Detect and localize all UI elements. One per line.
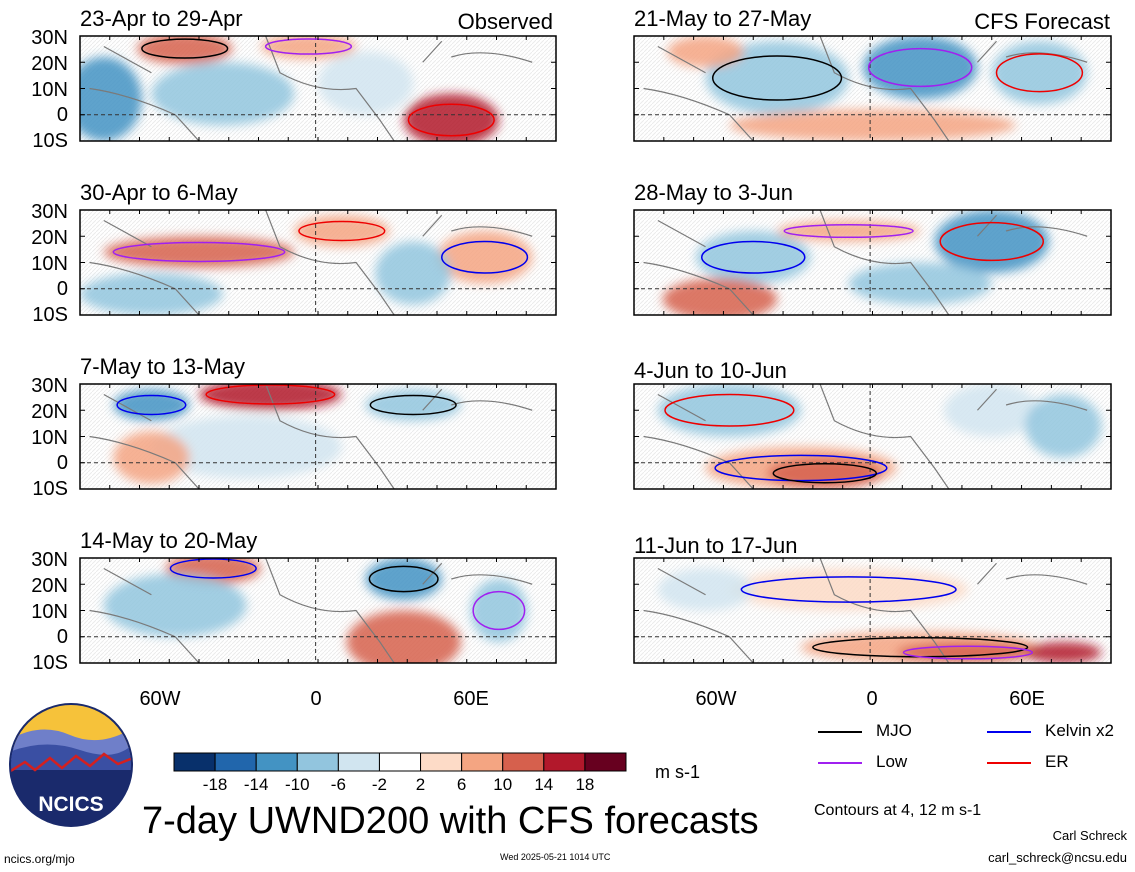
panel-title-obs2: 30-Apr to 6-May (80, 180, 238, 205)
lat-label: 10S (32, 304, 68, 326)
colorbar-swatch (543, 752, 586, 772)
lat-label: 20N (31, 575, 68, 597)
lat-label: 10N (31, 601, 68, 623)
lat-label: 10N (31, 427, 68, 449)
map-panel (633, 35, 1112, 142)
colorbar-tick-label: 2 (416, 775, 425, 794)
lat-label: 0 (57, 626, 68, 648)
colorbar-tick-label: -14 (244, 775, 269, 794)
colorbar-tick-label: 6 (457, 775, 466, 794)
map-panel (633, 383, 1112, 490)
map-panels (79, 35, 1112, 664)
panel-title-obs3: 7-May to 13-May (80, 354, 245, 379)
panel-title-fc1: 21-May to 27-May (634, 6, 811, 31)
observed-label: Observed (458, 9, 553, 34)
map-panel (633, 557, 1112, 664)
lat-label: 30N (31, 549, 68, 571)
legend-swatch (987, 761, 1031, 764)
lon-label: 60E (453, 688, 489, 710)
lat-label: 0 (57, 278, 68, 300)
map-panel (79, 35, 557, 142)
map-panel (633, 209, 1112, 316)
map-panel (79, 557, 557, 664)
lat-label: 30N (31, 375, 68, 397)
colorbar-tick-label: -18 (203, 775, 228, 794)
logo-text: NCICS (38, 793, 103, 816)
lat-label: 10N (31, 253, 68, 275)
colorbar-swatch (420, 752, 463, 772)
lat-label: 30N (31, 27, 68, 49)
legend-item-low: Low (818, 752, 907, 772)
lat-labels-row4: 30N 20N 10N 0 10S (31, 549, 68, 674)
colorbar-swatch (461, 752, 504, 772)
lat-label: 10S (32, 478, 68, 500)
author-name: Carl Schreck (1052, 828, 1127, 843)
colorbar-tick-label: 10 (493, 775, 512, 794)
colorbar-swatch (584, 752, 627, 772)
legend-label: ER (1045, 752, 1069, 771)
lat-labels-row3: 30N 20N 10N 0 10S (31, 375, 68, 500)
legend-label: MJO (876, 721, 912, 740)
lat-label: 20N (31, 401, 68, 423)
colorbar-swatch (296, 752, 339, 772)
lat-label: 0 (57, 104, 68, 126)
lon-label: 0 (866, 688, 877, 710)
colorbar-tick-label: 14 (534, 775, 553, 794)
panel-title-obs1: 23-Apr to 29-Apr (80, 6, 243, 31)
colorbar-swatch (337, 752, 380, 772)
panel-title-obs4: 14-May to 20-May (80, 528, 257, 553)
timestamp: Wed 2025-05-21 1014 UTC (500, 852, 611, 862)
lon-label: 60W (139, 688, 180, 710)
colorbar-tick-label: 18 (575, 775, 594, 794)
author-email: carl_schreck@ncsu.edu (988, 850, 1127, 865)
legend-swatch (987, 730, 1031, 733)
contour-note: Contours at 4, 12 m s-1 (814, 802, 982, 819)
lat-label: 30N (31, 201, 68, 223)
legend-label: Low (876, 752, 908, 771)
colorbar-tick-label: -6 (331, 775, 346, 794)
lat-labels-row2: 30N 20N 10N 0 10S (31, 201, 68, 326)
legend-swatch (818, 730, 862, 733)
legend-label: Kelvin x2 (1045, 721, 1114, 740)
legend-item-mjo: MJO (818, 721, 912, 741)
legend-swatch (818, 761, 862, 764)
colorbar-tick-label: -10 (285, 775, 310, 794)
map-panel (79, 383, 557, 490)
lat-label: 0 (57, 452, 68, 474)
panel-title-fc2: 28-May to 3-Jun (634, 180, 793, 205)
colorbar-swatch (173, 752, 216, 772)
lat-labels-row1: 30N 20N 10N 0 10S (31, 27, 68, 152)
colorbar-swatch (214, 752, 257, 772)
forecast-label: CFS Forecast (974, 9, 1110, 34)
lat-label: 10S (32, 652, 68, 674)
ncics-logo: NCICS (9, 703, 133, 827)
lat-label: 20N (31, 227, 68, 249)
website-link[interactable]: ncics.org/mjo (4, 852, 75, 866)
panel-title-fc3: 4-Jun to 10-Jun (634, 358, 787, 383)
colorbar-tick-label: -2 (372, 775, 387, 794)
panel-title-fc4: 11-Jun to 17-Jun (634, 533, 797, 558)
lon-label: 60W (695, 688, 736, 710)
lon-label: 60E (1009, 688, 1045, 710)
colorbar: -18 -14 -10 -6 -2 2 6 10 14 18 (173, 752, 627, 794)
lat-label: 10N (31, 79, 68, 101)
lat-label: 20N (31, 53, 68, 75)
legend-item-kelvin: Kelvin x2 (987, 721, 1114, 741)
colorbar-swatch (255, 752, 298, 772)
legend-item-er: ER (987, 752, 1069, 772)
lon-label: 0 (310, 688, 321, 710)
lat-label: 10S (32, 130, 68, 152)
units-label: m s-1 (655, 762, 700, 782)
colorbar-swatch (502, 752, 545, 772)
figure-title: 7-day UWND200 with CFS forecasts (142, 800, 759, 842)
map-panel (79, 209, 557, 316)
colorbar-swatch (378, 752, 422, 772)
